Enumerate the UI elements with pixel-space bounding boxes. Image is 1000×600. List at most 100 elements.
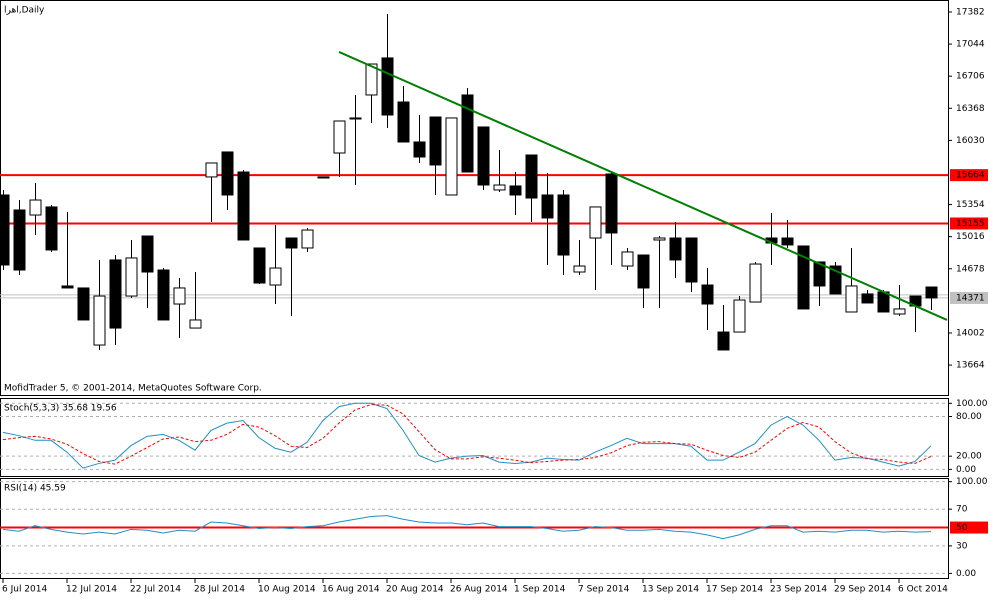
candle-body [317,176,330,179]
y-tick-label: 0.00 [956,465,976,475]
candle-body [685,237,698,283]
y-tick-label: 80.00 [956,412,982,422]
candle-body [109,259,122,329]
candle-body [477,126,490,186]
candle-body [13,209,26,271]
candle-body [589,206,602,239]
indicator-line [2,402,932,469]
price-label-box [950,291,988,304]
candle-body [733,299,746,333]
level-label-box [950,169,988,182]
panel-title: RSI(14) 45.59 [4,484,66,494]
level-label: 15664 [956,171,985,181]
candle-body [509,185,522,196]
candle-body [349,117,362,120]
candle-body [253,247,266,284]
candle-body [45,206,58,251]
panel-frame [0,398,949,477]
candle-body [77,287,90,321]
x-tick-label: 7 Sep 2014 [578,585,630,595]
price-label: 14371 [956,293,985,303]
candle-body [93,295,106,346]
candle-body [669,237,682,261]
candle-body [701,284,714,305]
level-label: 50 [956,523,968,533]
candle-body [269,267,282,286]
candle-body [125,257,138,297]
candle-body [141,235,154,273]
candle-body [429,116,442,166]
y-tick-label: 16706 [956,72,985,82]
candle-body [621,251,634,267]
candle-body [285,237,298,249]
candle-body [445,117,458,196]
candle-body [541,194,554,219]
trend-line [338,51,948,321]
y-tick-label: 70 [956,505,968,515]
candle-body [861,293,874,304]
candle-body [637,254,650,289]
candle-body [653,237,666,241]
level-label-box [950,217,988,230]
candle-body [461,94,474,173]
x-tick-label: 10 Aug 2014 [258,585,316,595]
candle-body [781,237,794,246]
y-tick-label: 14002 [956,328,985,338]
level-label-box [950,521,988,534]
candle-body [0,194,10,266]
candle-body [29,199,42,216]
y-tick-label: 16030 [956,136,985,146]
x-tick-label: 26 Aug 2014 [450,585,508,595]
candle-body [381,57,394,116]
y-tick-label: 100.00 [956,399,988,409]
level-label: 15155 [956,219,985,229]
candle-body [493,184,506,191]
candle-body [157,269,170,321]
candle-body [829,265,842,295]
candle-body [925,286,938,299]
candle-body [365,63,378,96]
panel-title: اهرا,Daily [4,6,45,16]
y-tick-label: 16368 [956,104,985,114]
candle-body [797,245,810,310]
y-tick-label: 0.00 [956,569,976,579]
candle-body [189,319,202,329]
annotation: MofidTrader 5, © 2001-2014, MetaQuotes S… [4,384,262,394]
candle-body [813,261,826,287]
y-tick-label: 13664 [956,361,985,371]
candle-body [717,331,730,351]
candle-body [221,151,234,196]
x-tick-label: 6 Oct 2014 [898,585,948,595]
x-tick-label: 28 Jul 2014 [194,585,245,595]
x-tick-label: 6 Jul 2014 [2,585,47,595]
candle-body [845,285,858,313]
candle-body [877,291,890,313]
y-tick-label: 17044 [956,40,985,50]
candle-body [301,229,314,249]
y-tick-label: 20.00 [956,452,982,462]
candle-body [61,285,74,289]
x-tick-label: 16 Aug 2014 [322,585,380,595]
panel-title: Stoch(5,3,3) 35.68 19.56 [4,404,117,414]
x-tick-label: 1 Sep 2014 [514,585,566,595]
candle-body [173,287,186,305]
y-tick-label: 15354 [956,200,985,210]
candle-body [573,265,586,273]
x-tick-label: 29 Sep 2014 [834,585,891,595]
candle-body [893,308,906,315]
x-tick-label: 12 Jul 2014 [66,585,117,595]
y-tick-label: 100.00 [956,477,988,487]
candle-body [749,263,762,303]
x-tick-label: 22 Jul 2014 [130,585,181,595]
x-tick-label: 13 Sep 2014 [642,585,699,595]
candle-body [525,154,538,199]
x-tick-label: 20 Aug 2014 [386,585,444,595]
x-tick-label: 17 Sep 2014 [706,585,763,595]
y-tick-label: 30 [956,541,968,551]
candle-body [237,171,250,241]
candle-body [397,101,410,143]
y-tick-label: 14678 [956,264,985,274]
candle-body [413,141,426,158]
indicator-line [2,404,932,465]
